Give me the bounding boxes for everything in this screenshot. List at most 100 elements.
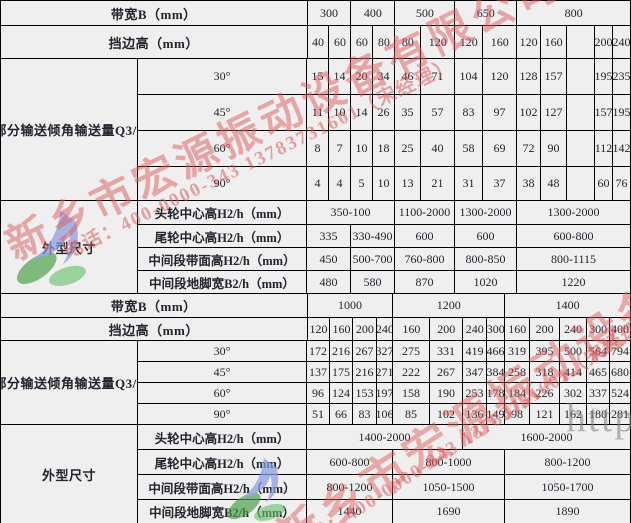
table-row: 中间段地脚宽B2/h（mm） 1440 1690 1890 <box>138 500 631 523</box>
dimension-value: 350-100 <box>307 201 395 225</box>
capacity-value: 327 <box>377 341 393 362</box>
dimension-value: 1220 <box>517 271 631 294</box>
capacity-value: 71 <box>421 59 455 95</box>
dimension-value: 800-1200 <box>505 450 631 475</box>
edge-height-value: 60 <box>351 26 374 59</box>
capacity-value: 178 <box>487 383 505 404</box>
capacity-value: 11 <box>307 95 329 131</box>
dimension-label: 头轮中心高H2/h（mm） <box>138 425 307 450</box>
edge-height-value: 240 <box>560 318 588 341</box>
table-row: 部分输送倾角输送量Q3/h 30° 15 14 20 34 46 71 104 120 128 157… <box>1 59 631 201</box>
bandwidth-value: 300 <box>307 1 352 26</box>
bandwidth-value: 500 <box>395 1 456 26</box>
capacity-value: 121 <box>530 404 560 425</box>
capacity-value: 15 <box>307 59 329 95</box>
capacity-value: 271 <box>377 362 393 383</box>
edge-height-value: 120 <box>421 26 456 59</box>
capacity-value: 112 <box>595 131 613 167</box>
dimensions-section-label: 外型尺寸 <box>1 425 138 523</box>
bandwidth-value: 650 <box>455 1 518 26</box>
edge-height-value: 200 <box>353 318 378 341</box>
capacity-value: 197 <box>377 383 393 404</box>
capacity-value: 195 <box>595 59 613 95</box>
bandwidth-label: 带宽B（mm） <box>1 294 308 318</box>
table-row: 部分输送倾角输送量Q3/h30°172216267327275331419466… <box>1 341 631 425</box>
capacity-value: 104 <box>455 59 483 95</box>
angle-label: 45° <box>138 362 307 383</box>
table-row: 中间段带面高H2/h（mm） 450 500-700 760-800 800-850 80… <box>138 248 631 271</box>
capacity-section-label: 部分输送倾角输送量Q3/h <box>1 59 138 201</box>
dimension-label: 中间段地脚宽B2/h（mm） <box>138 271 307 294</box>
capacity-value <box>567 59 595 95</box>
edge-height-label: 挡边高（mm） <box>1 318 308 341</box>
edge-height-value: 200 <box>595 26 614 59</box>
edge-height-value: 400 <box>610 318 631 341</box>
capacity-value: 58 <box>455 131 483 167</box>
capacity-value: 267 <box>353 341 377 362</box>
capacity-value: 414 <box>560 362 587 383</box>
edge-height-label: 挡边高（mm） <box>1 26 308 59</box>
angle-label: 60° <box>138 131 307 167</box>
capacity-value <box>567 131 595 167</box>
dimension-value: 330-490 <box>351 225 395 248</box>
angle-label: 30° <box>138 59 307 95</box>
table-row: 外型尺寸 头轮中心高H2/h（mm） 350-100 1100-2000 1300-20… <box>1 201 631 294</box>
dimension-rows: 头轮中心高H2/h（mm） 1400-2000 1600-2000 尾轮中心高H2/h… <box>138 425 631 523</box>
capacity-value: 85 <box>393 404 430 425</box>
table-row: 60°9612415319715819025317818422630233752… <box>138 383 631 404</box>
dimension-value: 800-1200 <box>307 475 393 500</box>
capacity-value: 31 <box>455 167 483 201</box>
dimension-value: 1890 <box>505 500 631 523</box>
capacity-value: 302 <box>560 383 587 404</box>
angle-label: 45° <box>138 95 307 131</box>
capacity-value: 172 <box>307 341 330 362</box>
capacity-value: 524 <box>610 383 631 404</box>
dimension-value: 1020 <box>455 271 517 294</box>
edge-height-value: 200 <box>430 318 464 341</box>
capacity-value: 5 <box>351 167 373 201</box>
capacity-value: 18 <box>373 131 395 167</box>
capacity-value: 48 <box>541 167 567 201</box>
capacity-value: 34 <box>373 59 395 95</box>
dimension-label: 尾轮中心高H2/h（mm） <box>138 225 307 248</box>
capacity-value: 128 <box>517 59 541 95</box>
table-row: 中间段地脚宽B2/h（mm） 480 580 870 1020 1220 <box>138 271 631 294</box>
capacity-value: 158 <box>393 383 430 404</box>
capacity-value: 137 <box>307 362 330 383</box>
dimension-value: 500-700 <box>351 248 395 271</box>
edge-height-value: 120 <box>307 318 331 341</box>
capacity-value: 149 <box>487 404 505 425</box>
capacity-value: 253 <box>463 383 487 404</box>
capacity-value: 157 <box>595 95 613 131</box>
edge-height-value: 160 <box>541 26 568 59</box>
capacity-value: 76 <box>613 167 631 201</box>
capacity-value: 466 <box>487 341 505 362</box>
capacity-value: 395 <box>530 341 560 362</box>
capacity-value: 8 <box>307 131 329 167</box>
table-row: 45° 11 10 14 26 35 57 83 97 102 127 157 195 <box>138 95 631 131</box>
capacity-value: 96 <box>307 383 330 404</box>
edge-height-value: 240 <box>377 318 394 341</box>
edge-height-value: 120 <box>455 26 484 59</box>
capacity-value <box>567 167 595 201</box>
table-row: 30° 15 14 20 34 46 71 104 120 128 157 195 235 <box>138 59 631 95</box>
dimension-value: 580 <box>351 271 395 294</box>
capacity-value: 14 <box>351 95 373 131</box>
edge-height-value: 300 <box>487 318 506 341</box>
dimension-value: 1100-2000 <box>395 201 455 225</box>
dimension-value: 1050-1700 <box>505 475 631 500</box>
capacity-value: 564 <box>587 341 610 362</box>
capacity-value: 97 <box>483 95 517 131</box>
capacity-rows: 30° 15 14 20 34 46 71 104 120 128 157 195 235 45° 11 10… <box>138 59 631 201</box>
dimension-label: 尾轮中心高H2/h（mm） <box>138 450 307 475</box>
capacity-value: 384 <box>487 362 505 383</box>
bandwidth-value: 1000 <box>307 294 394 318</box>
capacity-value <box>567 95 595 131</box>
dimension-value: 1300-2000 <box>455 201 517 225</box>
dimensions-section-label: 外型尺寸 <box>1 201 138 294</box>
capacity-value: 222 <box>393 362 430 383</box>
capacity-value: 38 <box>517 167 541 201</box>
table-row: 中间段带面高H2/h（mm） 800-1200 1050-1500 1050-1700 <box>138 475 631 500</box>
capacity-value: 216 <box>353 362 377 383</box>
capacity-value: 20 <box>351 59 373 95</box>
